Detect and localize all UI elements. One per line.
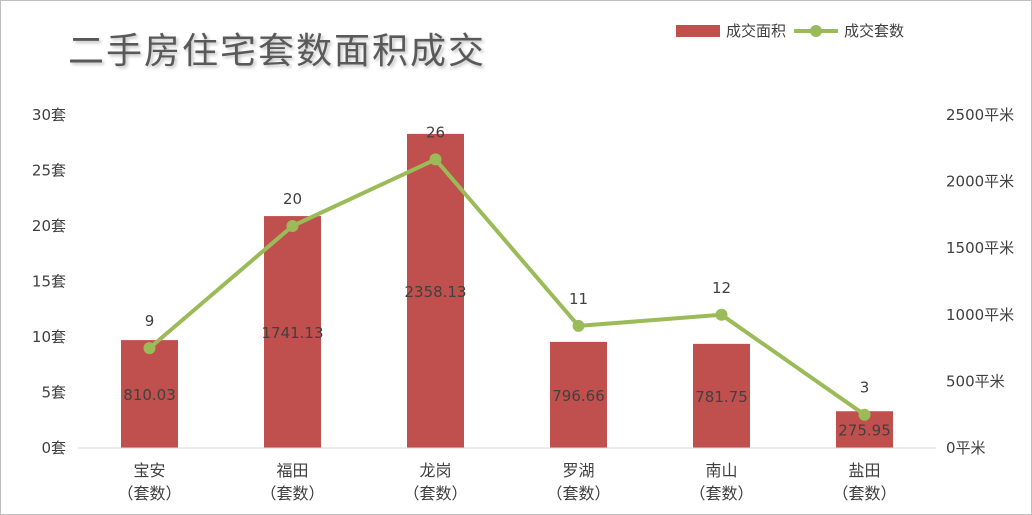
legend-label-count: 成交套数 xyxy=(844,22,905,40)
line-series-count xyxy=(148,157,866,417)
legend-swatch-count xyxy=(794,24,839,37)
right-axis-tick-label: 1500平米 xyxy=(946,239,1014,257)
right-axis-tick-label: 2500平米 xyxy=(946,106,1014,124)
left-axis-tick-label: 15套 xyxy=(32,273,66,291)
category-label-line: 罗湖 xyxy=(562,461,594,480)
line-data-label: 9 xyxy=(145,312,155,330)
bar-area xyxy=(121,340,178,448)
chart-title: 二手房住宅套数面积成交 xyxy=(68,31,487,72)
legend-item-area: 成交面积 xyxy=(676,20,786,41)
line-point-count xyxy=(715,308,728,321)
right-axis-tick-label: 2000平米 xyxy=(946,173,1014,191)
line-data-label: 20 xyxy=(283,190,302,208)
bar-data-label: 796.66 xyxy=(552,387,605,405)
category-label-line: （套数） xyxy=(546,484,610,503)
line-point-count xyxy=(143,342,156,355)
category-label-line: 宝安 xyxy=(133,461,165,480)
left-axis-tick-label: 5套 xyxy=(41,384,66,402)
line-point-count xyxy=(429,153,442,166)
category-label-line: 南山 xyxy=(705,461,737,480)
bar-data-label: 2358.13 xyxy=(404,283,466,301)
category-label: 南山 （套数） xyxy=(689,461,753,503)
category-label: 罗湖 （套数） xyxy=(546,461,610,503)
category-label: 龙岗 （套数） xyxy=(403,461,467,503)
left-axis-tick-label: 30套 xyxy=(32,106,66,124)
bar-data-label: 810.03 xyxy=(123,386,176,404)
legend-item-count: 成交套数 xyxy=(794,20,904,41)
bar-data-label: 781.75 xyxy=(695,388,748,406)
category-label-line: （套数） xyxy=(260,484,324,503)
bar-data-label: 1741.13 xyxy=(261,324,323,342)
category-label-line: （套数） xyxy=(832,484,896,503)
legend-label-area: 成交面积 xyxy=(726,22,787,40)
left-axis-tick-label: 0套 xyxy=(41,439,66,457)
bar-area xyxy=(264,216,321,448)
line-point-count xyxy=(858,408,871,421)
category-label-line: （套数） xyxy=(689,484,753,503)
legend-swatch-area xyxy=(676,24,720,37)
bar-data-label: 275.95 xyxy=(838,422,891,440)
category-label: 宝安 （套数） xyxy=(117,461,181,503)
left-axis-tick-label: 10套 xyxy=(32,328,66,346)
category-label: 福田 （套数） xyxy=(260,461,324,503)
left-axis-tick-label: 25套 xyxy=(32,162,66,180)
category-label: 盐田 （套数） xyxy=(832,461,896,503)
category-label-line: 福田 xyxy=(276,461,308,480)
line-data-label: 11 xyxy=(569,290,588,308)
right-axis-tick-label: 1000平米 xyxy=(946,306,1014,324)
bar-area xyxy=(407,133,464,448)
line-point-count xyxy=(286,220,299,232)
bar-area xyxy=(693,343,750,448)
line-data-label: 12 xyxy=(712,279,731,297)
category-label-line: （套数） xyxy=(117,484,181,503)
bar-area xyxy=(550,341,607,448)
category-label-line: 龙岗 xyxy=(419,461,451,480)
right-axis-tick-label: 500平米 xyxy=(946,372,1005,390)
legend: 成交面积 成交套数 xyxy=(676,20,912,41)
line-data-label: 3 xyxy=(860,379,870,397)
line-point-count xyxy=(572,319,585,332)
line-data-label: 26 xyxy=(426,123,445,141)
category-label-line: （套数） xyxy=(403,484,467,503)
right-axis-tick-label: 0平米 xyxy=(946,439,986,457)
category-label-line: 盐田 xyxy=(848,461,880,480)
left-axis-tick-label: 20套 xyxy=(32,217,66,235)
